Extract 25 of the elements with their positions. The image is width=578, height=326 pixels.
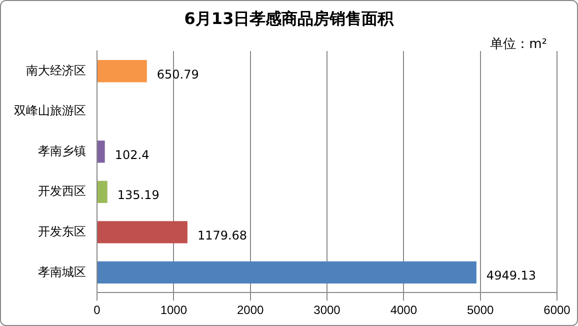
y-tick-label: 双峰山旅游区 <box>14 104 86 118</box>
bar <box>98 140 105 163</box>
y-tick-label: 孝南城区 <box>38 264 86 279</box>
y-tick-label: 开发东区 <box>38 224 86 239</box>
x-tick-label: 3000 <box>314 303 341 318</box>
x-tick-label: 5000 <box>466 303 494 318</box>
y-tick-label: 孝南乡镇 <box>38 144 86 158</box>
x-tick-label: 0 <box>94 303 101 318</box>
data-label: 102.4 <box>114 148 150 162</box>
chart-title: 6月13日孝感商品房销售面积 <box>183 9 395 30</box>
data-label: 1179.68 <box>197 228 248 242</box>
y-tick-label: 南大经济区 <box>26 63 86 78</box>
data-label: 650.79 <box>156 67 199 82</box>
bar <box>98 221 188 244</box>
x-tick-label: 2000 <box>236 303 264 318</box>
x-tick-label: 1000 <box>160 303 188 318</box>
bar <box>98 60 147 82</box>
data-label: 135.19 <box>117 188 160 202</box>
data-label: 4949.13 <box>486 268 536 283</box>
bar <box>98 261 476 284</box>
x-tick-label: 4000 <box>390 303 418 318</box>
x-tick-label: 6000 <box>544 303 571 318</box>
annotation: 单位：m² <box>490 36 547 53</box>
y-tick-label: 开发西区 <box>38 184 86 198</box>
bar <box>98 180 108 204</box>
